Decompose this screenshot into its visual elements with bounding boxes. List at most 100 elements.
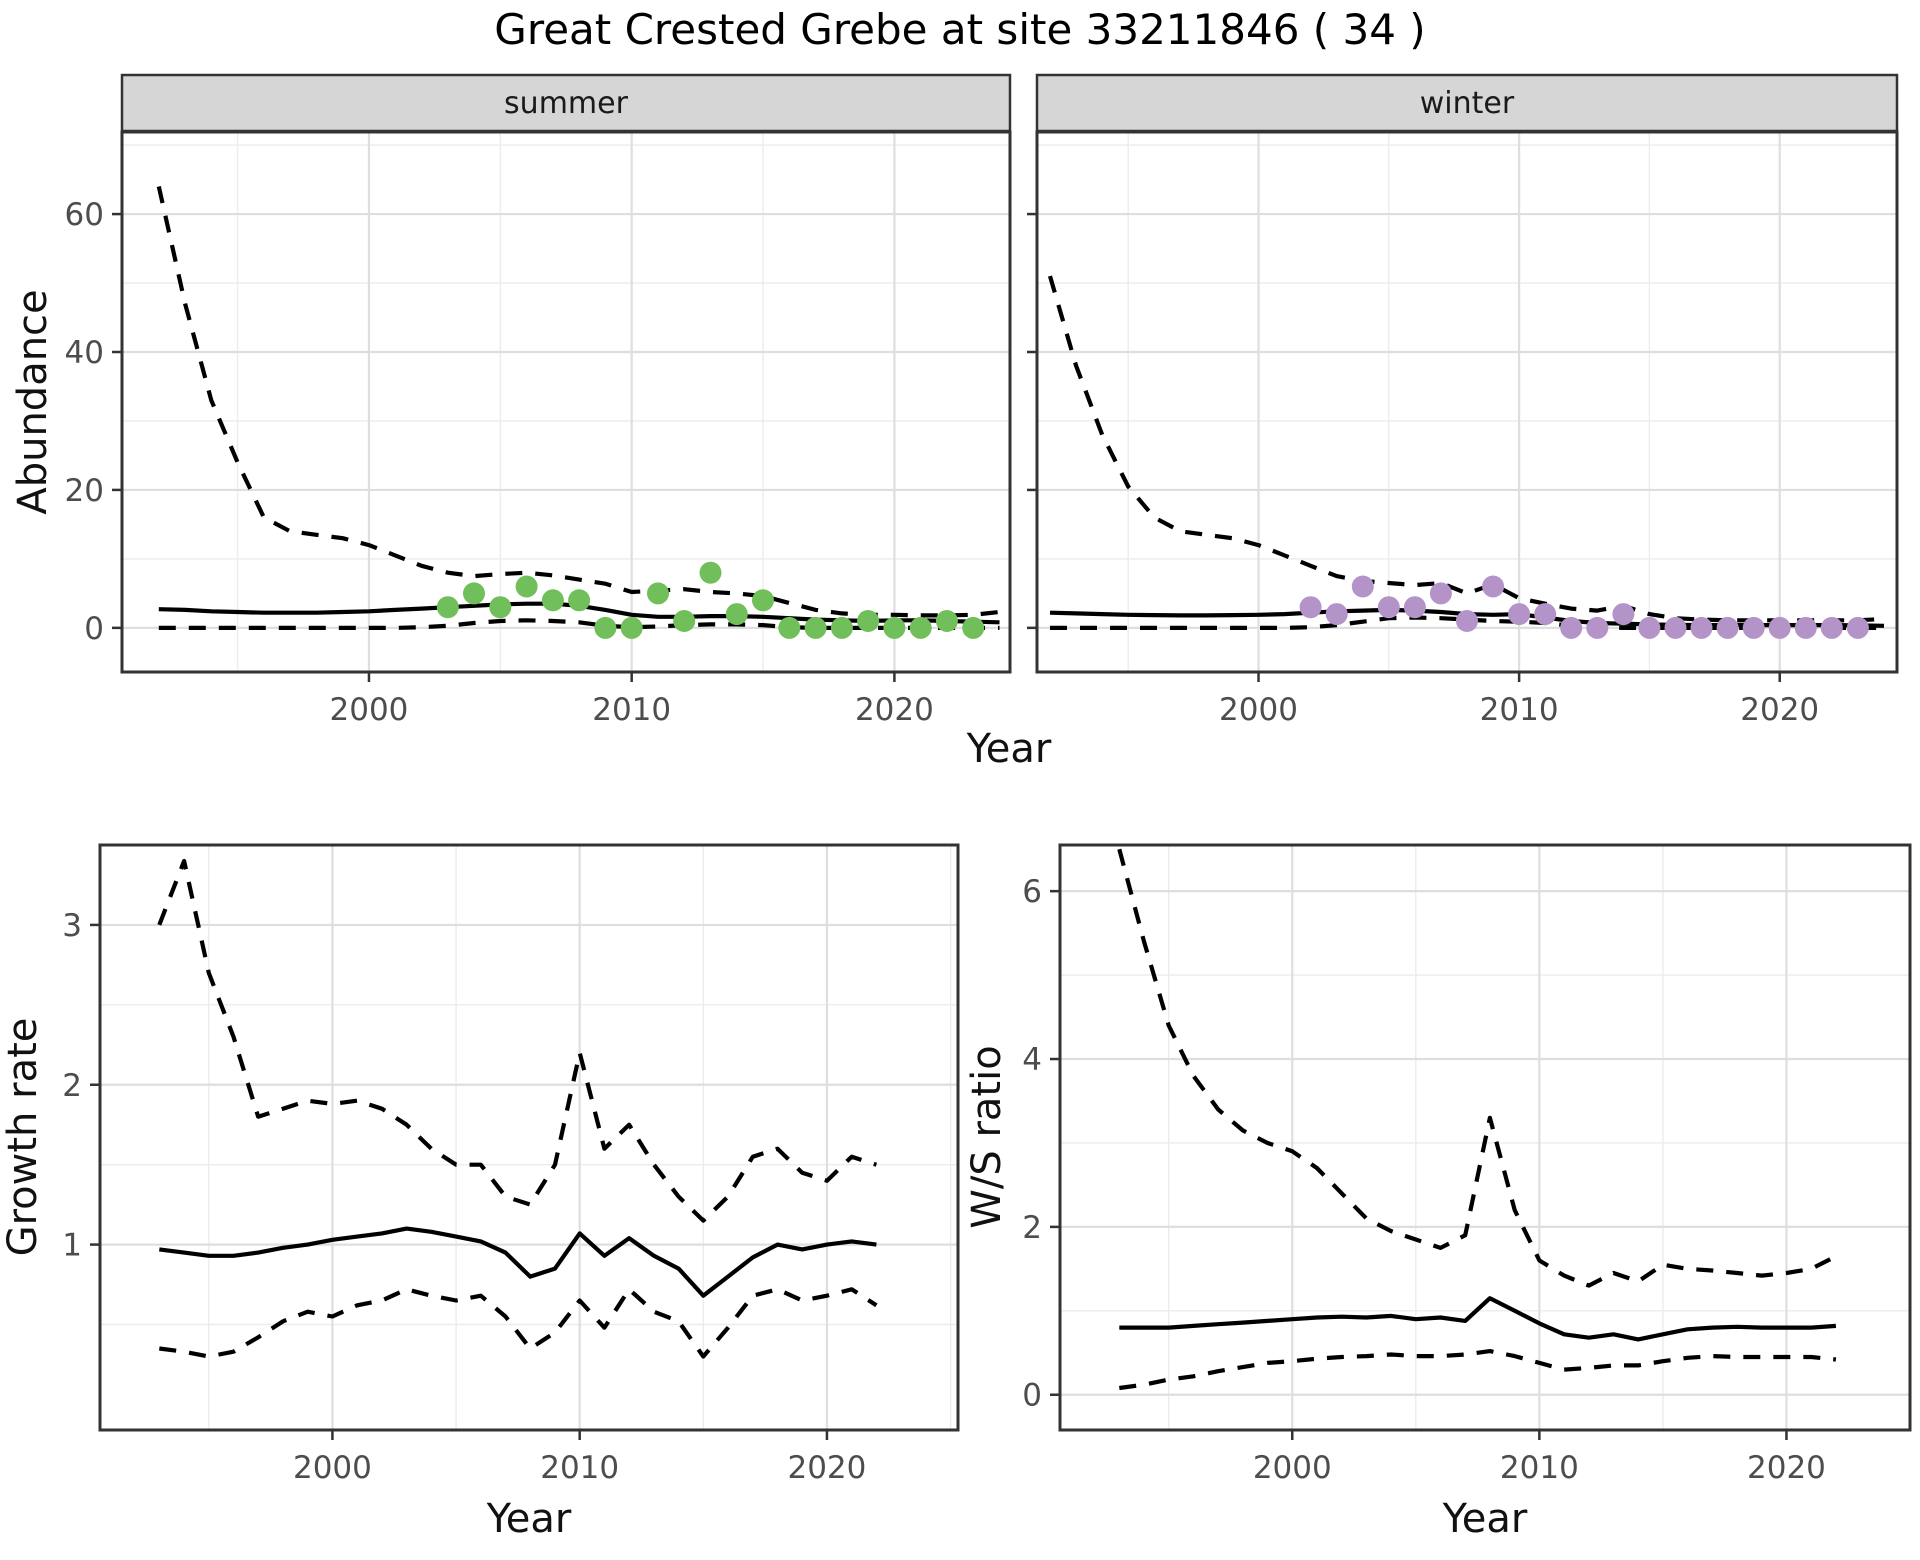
panel-border [1035, 130, 1899, 674]
data-point [1586, 616, 1609, 639]
data-point [1534, 603, 1557, 626]
data-point [1508, 603, 1531, 626]
x-tick-label: 2020 [855, 692, 934, 728]
facet-strip-summer-bg [120, 73, 1012, 133]
series-lines [1117, 848, 1837, 1391]
data-point [1768, 616, 1791, 639]
x-tick-label: 2000 [293, 1450, 372, 1486]
panel-abundance-winter: 2000 2010 2020 [1027, 130, 1899, 728]
panel-background [1037, 132, 1897, 672]
upper-ci-line [156, 186, 1000, 618]
x-axis-title-year-bottom-right: Year [1442, 1496, 1528, 1542]
series-lines [157, 858, 878, 1359]
upper-ci-line [1047, 275, 1885, 623]
data-point [1560, 616, 1583, 639]
data-point [1429, 582, 1452, 605]
observed-counts-winter [1299, 575, 1869, 639]
data-point [935, 610, 958, 632]
y-tick-label: 20 [65, 473, 104, 509]
lower-ci-line [158, 618, 1000, 630]
lower-ci-line [1119, 1349, 1837, 1391]
x-axis-title-year-top: Year [966, 726, 1052, 772]
data-point [752, 589, 774, 612]
x-tick-label: 2020 [1740, 692, 1819, 728]
x-tick-label: 2010 [1480, 692, 1559, 728]
x-tick-label: 2000 [1219, 692, 1298, 728]
data-point [1664, 616, 1687, 639]
x-tick-label: 2020 [787, 1450, 866, 1486]
data-point [1690, 616, 1713, 639]
y-tick-label: 0 [84, 611, 104, 647]
data-point [909, 616, 932, 639]
panel-background [122, 132, 1010, 672]
data-point [1742, 616, 1765, 639]
data-point [962, 616, 985, 639]
y-axis-title-growth-rate: Growth rate [0, 1018, 46, 1257]
panel-growth-rate: 2000 2010 2020 1 2 3 [62, 843, 960, 1486]
y-tick-label: 2 [62, 1068, 82, 1104]
lower-ci-line [159, 1287, 878, 1359]
panel-abundance-summer: 2000 2010 2020 0 20 40 60 [65, 130, 1012, 728]
facet-strip-winter: winter [1035, 73, 1899, 133]
data-point [568, 589, 591, 612]
observed-counts-summer [436, 561, 985, 639]
y-axis-title-abundance: Abundance [10, 289, 56, 514]
panel-background [100, 845, 958, 1430]
panel-border [98, 843, 960, 1432]
data-point [830, 616, 853, 639]
y-tick-label: 0 [1022, 1378, 1042, 1414]
y-tick-label: 40 [65, 335, 104, 371]
data-point [463, 582, 485, 605]
panel-ws-ratio: 2000 2010 2020 0 2 4 6 [1022, 843, 1912, 1486]
data-point [1299, 596, 1322, 619]
x-tick-label: 2000 [330, 692, 409, 728]
data-point [1403, 596, 1426, 619]
data-point [1325, 603, 1348, 626]
data-point [541, 589, 564, 612]
median-line [159, 1226, 877, 1298]
data-point [1716, 616, 1739, 639]
data-point [1612, 603, 1635, 626]
data-point [1351, 575, 1374, 598]
data-point [1794, 616, 1817, 639]
page-title: Great Crested Grebe at site 33211846 ( 3… [494, 5, 1425, 54]
upper-ci-line [157, 858, 878, 1223]
data-point [1638, 616, 1661, 639]
data-point [699, 561, 722, 584]
data-point [594, 616, 617, 639]
x-tick-label: 2010 [540, 1450, 619, 1486]
y-tick-label: 2 [1022, 1210, 1042, 1246]
data-point [647, 582, 669, 605]
data-point [1456, 610, 1478, 632]
data-point [620, 616, 643, 639]
data-point [857, 610, 880, 632]
facet-strip-winter-bg [1035, 73, 1899, 133]
y-tick-label: 1 [62, 1228, 82, 1264]
y-tick-label: 4 [1022, 1042, 1042, 1078]
data-point [1377, 596, 1400, 619]
data-point [489, 596, 512, 619]
data-point [515, 575, 538, 598]
panel-border [1058, 843, 1912, 1432]
x-tick-label: 2000 [1253, 1450, 1332, 1486]
facet-strip-winter-label: winter [1420, 86, 1515, 121]
data-point [778, 616, 801, 639]
data-point [673, 610, 696, 632]
x-tick-label: 2020 [1747, 1450, 1826, 1486]
facet-strip-summer-label: summer [504, 86, 629, 121]
data-point [1482, 575, 1505, 598]
y-tick-label: 6 [1022, 874, 1042, 910]
data-point [1820, 616, 1843, 639]
median-line [1119, 1296, 1837, 1342]
y-axis-title-ws-ratio: W/S ratio [964, 1045, 1010, 1228]
data-point [1846, 616, 1869, 639]
x-axis-title-year-bottom-left: Year [486, 1496, 572, 1542]
x-tick-label: 2010 [592, 692, 671, 728]
data-point [725, 603, 748, 626]
facet-strip-summer: summer [120, 73, 1012, 133]
y-tick-label: 3 [62, 908, 82, 944]
panel-border [120, 130, 1012, 674]
